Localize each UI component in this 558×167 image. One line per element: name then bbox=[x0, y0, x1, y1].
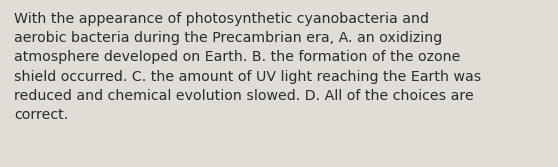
Text: With the appearance of photosynthetic cyanobacteria and
aerobic bacteria during : With the appearance of photosynthetic cy… bbox=[14, 12, 481, 122]
